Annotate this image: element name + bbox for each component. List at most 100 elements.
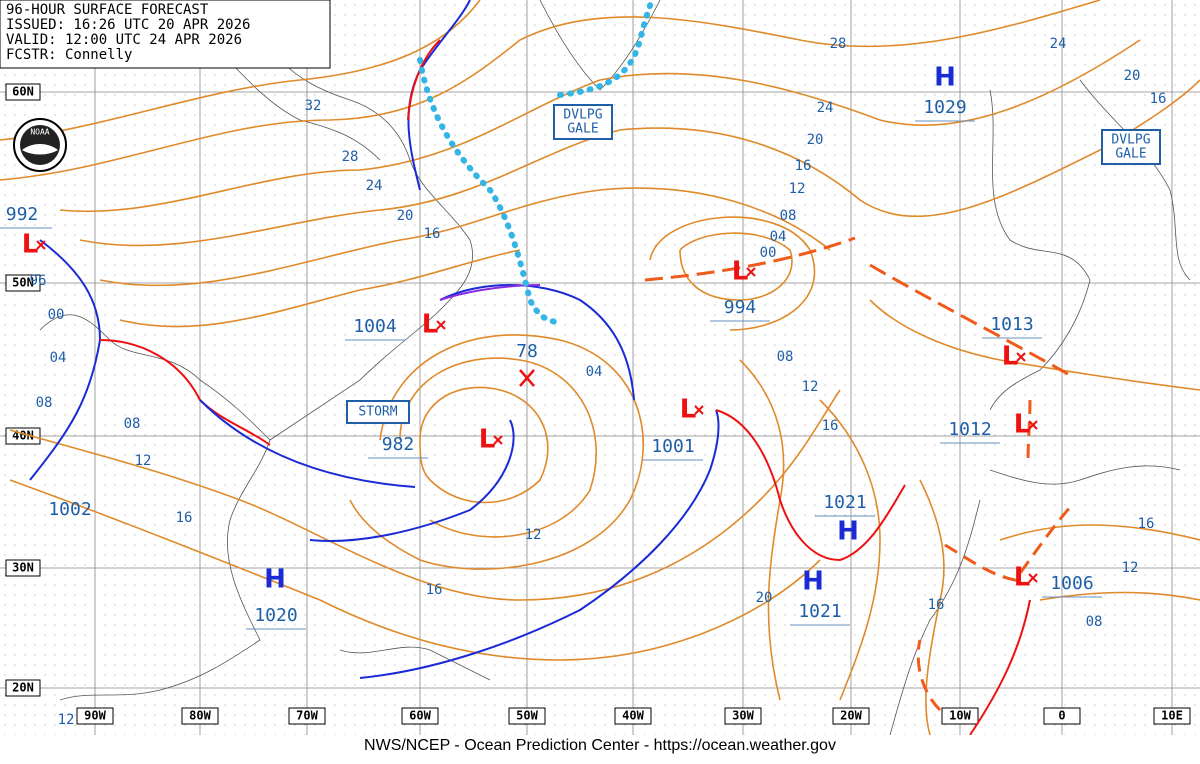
header-line: 96-HOUR SURFACE FORECAST [6,2,209,18]
isobar-label: 12 [802,379,819,395]
warning-text: GALE [567,122,598,137]
longitude-label-box [508,707,546,725]
isobar-label: 20 [807,132,824,148]
footer-band [0,735,1200,764]
low-symbol: L [422,310,439,340]
low-marker [746,267,756,277]
high-symbol: H [934,63,956,93]
isobar-label: 08 [1086,614,1103,630]
isobar-label: 16 [176,510,193,526]
longitude-label-box [76,707,114,725]
isobar-label: 16 [928,597,945,613]
longitude-label-box [401,707,439,725]
low-marker [1028,573,1038,583]
longitude-label-box [288,707,326,725]
center-pressure: 1020 [254,605,297,626]
header-line: ISSUED: 16:26 UTC 20 APR 2026 [6,17,250,33]
header-line: FCSTR: Connelly [6,47,132,63]
isobar-label: 16 [795,158,812,174]
low-symbol: L [1002,342,1019,372]
center-pressure: 1006 [1050,573,1093,594]
latitude-label: 60N [12,85,34,99]
center-pressure: 994 [724,297,757,318]
map-labels: 28 24201632282420162420161208040096000408… [0,36,1166,728]
center-pressure: 1001 [651,436,694,457]
isobar-label: 04 [770,229,787,245]
low-symbol: L [680,395,697,425]
header-line: VALID: 12:00 UTC 24 APR 2026 [6,32,242,48]
longitude-label: 90W [84,709,106,723]
storm-label: STORM [358,405,397,420]
center-pressure: 1021 [823,492,866,513]
isobar-label: 12 [789,181,806,197]
center-pressure: 982 [382,434,415,455]
latitude-label-box [5,274,41,292]
low-marker [694,405,704,415]
isobar-label: 08 [36,395,53,411]
pressure-label: 1002 [48,499,91,520]
isobar-label: 00 [48,307,65,323]
center-pressure: 1004 [353,316,396,337]
warning-box [553,104,613,140]
longitude-label: 40W [622,709,644,723]
longitude-label-box [181,707,219,725]
center-pressure: 1013 [990,314,1033,335]
isobar-label: 16 [426,582,443,598]
latitude-label: 20N [12,681,34,695]
low-marker [1016,352,1026,362]
center-pressure: 1012 [948,419,991,440]
warning-text: GALE [1115,147,1146,162]
longitude-label: 0 [1058,709,1065,723]
center-pressure: 1029 [923,97,966,118]
isobar-label: 16 [1150,91,1167,107]
isobar-label: 12 [1122,560,1139,576]
storm-marker [519,369,535,387]
latitude-label-box [5,679,41,697]
longitude-label-box [1043,707,1081,725]
isobar-label: 08 [777,349,794,365]
longitude-label: 60W [409,709,431,723]
isobar-label: 16 [1138,516,1155,532]
isobar-label: 00 [760,245,777,261]
warning-box [1101,129,1161,165]
low-marker [36,240,46,250]
high-symbol: H [837,517,859,547]
high-symbol: H [264,565,286,595]
isobar-label: 20 [756,590,773,606]
isobar-label: 20 [1124,68,1141,84]
isobar-label: 04 [50,350,67,366]
low-symbol: L [732,257,749,287]
warning-text: DVLPG [563,108,602,123]
longitude-label-box [724,707,762,725]
isobar-label: 12 [58,712,75,728]
center-pressure: 992 [6,204,39,225]
warning-text: DVLPG [1111,133,1150,148]
latitude-label-box [5,559,41,577]
longitude-label: 80W [189,709,211,723]
isobar-label: 24 [1050,36,1067,52]
longitude-label-box [941,707,979,725]
low-marker [493,435,503,445]
isobar-label: 28 [830,36,847,52]
low-symbol: L [1014,563,1031,593]
latitude-label: 30N [12,561,34,575]
center-pressure: 1021 [798,601,841,622]
isobar-label: 20 [397,208,414,224]
longitude-label: 50W [516,709,538,723]
noaa-logo: NOAA [13,118,67,172]
isobar-label: 24 [366,178,383,194]
isobar-label: 08 [124,416,141,432]
footer: NWS/NCEP - Ocean Prediction Center - htt… [364,737,836,754]
longitude-label: 30W [732,709,754,723]
low-marker [436,320,446,330]
isobar-label: 32 [305,98,322,114]
low-symbol: L [1014,410,1031,440]
longitude-label: 70W [296,709,318,723]
longitude-label-box [832,707,870,725]
latitude-label-box [5,83,41,101]
storm-box [346,400,410,424]
isobar-label: 24 [817,100,834,116]
